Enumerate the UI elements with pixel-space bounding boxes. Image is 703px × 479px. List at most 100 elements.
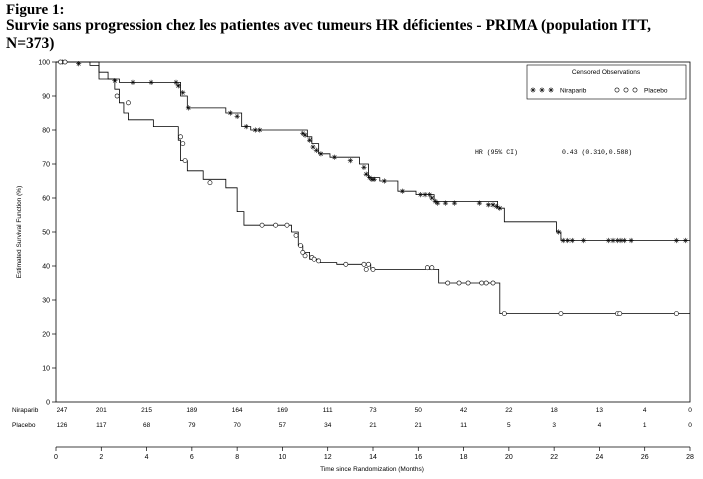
risk-cell: 34 — [324, 422, 332, 429]
censor-marker-niraparib — [429, 195, 435, 201]
censor-marker-niraparib — [442, 200, 449, 206]
censor-marker-niraparib — [307, 137, 313, 143]
legend-circle-marker — [632, 87, 638, 93]
risk-cell: 169 — [277, 407, 288, 414]
censor-marker-niraparib — [363, 171, 369, 177]
legend: Censored Observations Niraparib Placebo — [526, 64, 687, 100]
y-tick-label: 40 — [42, 264, 50, 271]
censor-marker-niraparib — [682, 237, 689, 244]
censor-marker-niraparib — [451, 200, 458, 206]
x-tick-label: 24 — [596, 454, 604, 461]
censor-marker-placebo — [180, 141, 186, 146]
risk-cell: 164 — [232, 407, 243, 414]
x-tick-label: 14 — [369, 454, 377, 461]
risk-cell: 111 — [323, 407, 333, 414]
risk-cell: 21 — [369, 422, 377, 429]
censor-marker-niraparib — [422, 192, 428, 198]
x-tick-label: 22 — [550, 454, 558, 461]
x-tick-label: 10 — [279, 454, 287, 461]
censor-marker-placebo — [465, 280, 471, 286]
censor-marker-niraparib — [76, 61, 82, 67]
x-axis: 0 2 4 6 8 10 12 14 16 18 20 22 24 26 28 — [54, 446, 694, 461]
censor-marker-niraparib — [618, 237, 624, 244]
risk-cell: 247 — [57, 407, 68, 414]
censor-marker-niraparib — [485, 202, 492, 208]
risk-cell: 4 — [598, 422, 602, 429]
risk-cell: 50 — [415, 407, 423, 414]
censor-marker-placebo — [178, 134, 183, 140]
legend-entry-placebo: Placebo — [614, 87, 668, 95]
y-axis: 0 10 20 30 40 50 60 70 80 90 100 — [38, 60, 56, 407]
curve-placebo — [56, 61, 690, 314]
censor-marker-niraparib — [252, 127, 258, 133]
risk-cell: 215 — [141, 407, 152, 414]
risk-cell: 57 — [279, 422, 287, 429]
censor-marker-placebo — [617, 311, 623, 316]
x-tick-label: 2 — [99, 454, 103, 461]
censor-marker-placebo — [114, 93, 120, 99]
y-tick-label: 30 — [42, 298, 50, 305]
censor-marker-placebo — [479, 280, 485, 286]
censor-marker-niraparib — [605, 237, 612, 244]
censor-marker-placebo — [58, 59, 63, 65]
censor-marker-niraparib — [318, 151, 324, 157]
risk-cell: 201 — [96, 407, 107, 414]
x-tick-label: 18 — [460, 454, 468, 461]
hazard-ratio-annotation: HR (95% CI) 0.43 (0.310,0.588) — [475, 149, 632, 156]
censor-marker-niraparib — [331, 154, 338, 160]
censor-marker-placebo — [490, 280, 496, 286]
censor-markers — [58, 59, 689, 316]
censor-marker-placebo — [293, 232, 299, 238]
risk-cell: 126 — [57, 422, 68, 429]
censor-marker-placebo — [316, 258, 322, 264]
censor-marker-niraparib — [381, 178, 387, 184]
censor-marker-niraparib — [148, 79, 154, 85]
legend-circle-marker — [614, 87, 620, 93]
censor-marker-niraparib — [173, 79, 179, 85]
censor-marker-niraparib — [243, 124, 249, 130]
legend-circle-marker — [623, 87, 629, 93]
censor-marker-niraparib — [347, 158, 353, 164]
legend-label: Niraparib — [560, 88, 587, 95]
censor-marker-niraparib — [556, 229, 562, 235]
censor-marker-niraparib — [417, 192, 424, 198]
censor-marker-placebo — [126, 100, 131, 106]
x-tick-label: 26 — [641, 454, 649, 461]
y-tick-label: 60 — [42, 196, 50, 203]
censor-marker-niraparib — [580, 237, 587, 244]
x-tick-label: 4 — [145, 454, 149, 461]
y-tick-label: 90 — [42, 94, 50, 101]
censor-marker-placebo — [370, 266, 376, 272]
legend-star-marker — [530, 87, 536, 93]
y-tick-label: 50 — [42, 230, 50, 237]
risk-row-label-niraparib: Niraparib — [12, 407, 39, 414]
x-tick-label: 0 — [54, 454, 58, 461]
censor-marker-placebo — [300, 249, 306, 255]
censor-marker-placebo — [284, 222, 290, 228]
x-tick-label: 20 — [505, 454, 513, 461]
plot-frame — [55, 61, 691, 403]
censor-marker-placebo — [363, 266, 369, 272]
censor-marker-niraparib — [371, 176, 377, 182]
y-tick-label: 10 — [42, 366, 50, 373]
risk-cell: 70 — [234, 422, 242, 429]
censor-marker-placebo — [483, 280, 489, 286]
censor-marker-placebo — [424, 265, 430, 271]
censor-marker-placebo — [558, 311, 564, 316]
censor-marker-niraparib — [302, 132, 308, 138]
hr-value: 0.43 (0.310,0.588) — [562, 149, 632, 156]
censor-marker-niraparib — [175, 83, 181, 89]
censor-marker-placebo — [207, 180, 213, 186]
x-tick-label: 8 — [235, 454, 239, 461]
legend-label: Placebo — [644, 88, 668, 95]
risk-cell: 13 — [596, 407, 604, 414]
censor-marker-niraparib — [427, 192, 433, 198]
y-tick-label: 80 — [42, 128, 50, 135]
risk-cell: 5 — [507, 422, 511, 429]
risk-cell: 42 — [460, 407, 468, 414]
legend-entry-niraparib: Niraparib — [530, 87, 587, 95]
censor-marker-niraparib — [313, 147, 319, 153]
censor-marker-niraparib — [227, 110, 233, 116]
risk-cell: 79 — [188, 422, 196, 429]
